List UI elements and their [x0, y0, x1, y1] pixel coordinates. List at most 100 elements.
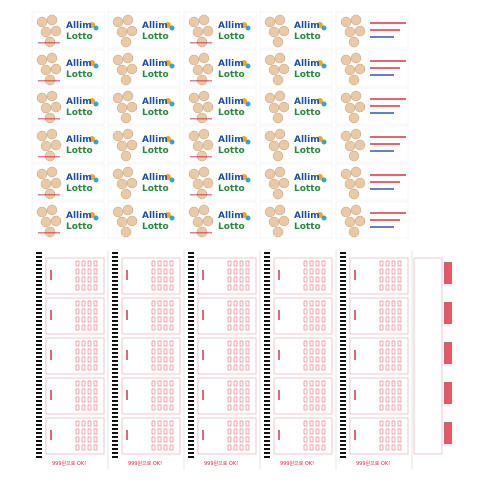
timing-mark	[340, 264, 346, 266]
number-box	[81, 404, 86, 411]
number-box	[151, 340, 156, 347]
timing-mark	[264, 316, 270, 318]
promo-text	[38, 118, 60, 120]
timing-mark	[264, 444, 270, 446]
face	[120, 36, 132, 48]
timing-mark	[188, 376, 194, 378]
timing-mark	[188, 452, 194, 454]
panel-label	[354, 310, 356, 320]
timing-mark	[112, 264, 118, 266]
number-box	[239, 308, 244, 315]
number-box	[163, 356, 168, 363]
card-border	[31, 201, 105, 239]
panel-label	[202, 350, 204, 360]
number-box	[233, 276, 238, 283]
face	[40, 216, 52, 228]
panel-label	[126, 270, 128, 280]
number-box	[309, 420, 314, 427]
number-box	[93, 404, 98, 411]
number-box	[309, 316, 314, 323]
timing-mark	[112, 332, 118, 334]
face	[120, 226, 132, 238]
face	[274, 204, 286, 216]
number-box	[163, 404, 168, 411]
face	[46, 128, 58, 140]
timing-mark	[188, 400, 194, 402]
number-box	[397, 276, 402, 283]
number-box	[239, 388, 244, 395]
number-box	[397, 356, 402, 363]
face	[354, 139, 366, 151]
number-box	[309, 380, 314, 387]
timing-mark	[112, 400, 118, 402]
number-box	[309, 364, 314, 371]
face	[272, 74, 284, 86]
number-box	[81, 276, 86, 283]
number-box	[303, 380, 308, 387]
number-box	[321, 364, 326, 371]
panel	[197, 377, 257, 415]
number-box	[315, 276, 320, 283]
slip: 999원으로 OK!	[264, 250, 337, 470]
face	[202, 101, 214, 113]
number-box	[309, 284, 314, 291]
number-box	[163, 340, 168, 347]
timing-mark	[340, 288, 346, 290]
number-box	[87, 380, 92, 387]
logo-line2: Lotto	[142, 222, 169, 232]
face	[272, 226, 284, 238]
timing-mark	[340, 380, 346, 382]
number-box	[239, 420, 244, 427]
logo-line2: Lotto	[142, 108, 169, 118]
number-box	[233, 420, 238, 427]
timing-mark	[340, 456, 346, 458]
face	[188, 54, 200, 66]
timing-mark	[264, 400, 270, 402]
lotto-slips: 999원으로 OK! 999원으로 OK! 999원으로 OK! 999원으로 OK!…	[36, 250, 452, 470]
logo-line1: Allim	[142, 211, 168, 221]
face	[116, 64, 128, 76]
number-box	[379, 340, 384, 347]
logo-line1: Allim	[142, 135, 168, 145]
face	[354, 63, 366, 75]
ball	[169, 63, 175, 69]
number-box	[233, 404, 238, 411]
number-box	[385, 260, 390, 267]
face	[350, 204, 362, 216]
timing-mark	[112, 336, 118, 338]
number-box	[87, 356, 92, 363]
timing-mark	[264, 360, 270, 362]
logo-line1: Allim	[218, 97, 244, 107]
number-box	[163, 260, 168, 267]
timing-mark	[340, 448, 346, 450]
number-box	[75, 268, 80, 275]
timing-mark	[36, 312, 42, 314]
face	[192, 26, 204, 38]
face	[344, 64, 356, 76]
number-box	[151, 404, 156, 411]
panel-label	[278, 430, 280, 440]
panel	[273, 377, 333, 415]
number-box	[93, 348, 98, 355]
panel	[273, 257, 333, 295]
face	[348, 150, 360, 162]
face	[268, 178, 280, 190]
card-border	[107, 163, 181, 201]
face	[350, 166, 362, 178]
logo-line1: Allim	[294, 211, 320, 221]
logo-line1: Allim	[294, 135, 320, 145]
timing-mark	[264, 372, 270, 374]
timing-mark	[36, 420, 42, 422]
slip-wide	[413, 257, 443, 455]
timing-mark	[188, 380, 194, 382]
side-tab	[444, 262, 452, 284]
logo-line1: Allim	[66, 97, 92, 107]
number-box	[75, 340, 80, 347]
panel-label	[202, 310, 204, 320]
number-box	[245, 388, 250, 395]
number-box	[151, 268, 156, 275]
timing-mark	[36, 428, 42, 430]
promo-text	[190, 194, 212, 196]
card-border	[31, 87, 105, 125]
